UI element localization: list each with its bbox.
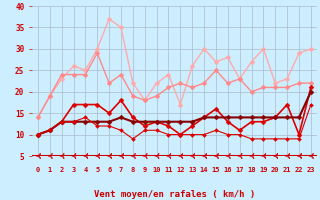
X-axis label: Vent moyen/en rafales ( km/h ): Vent moyen/en rafales ( km/h ) [94,190,255,199]
